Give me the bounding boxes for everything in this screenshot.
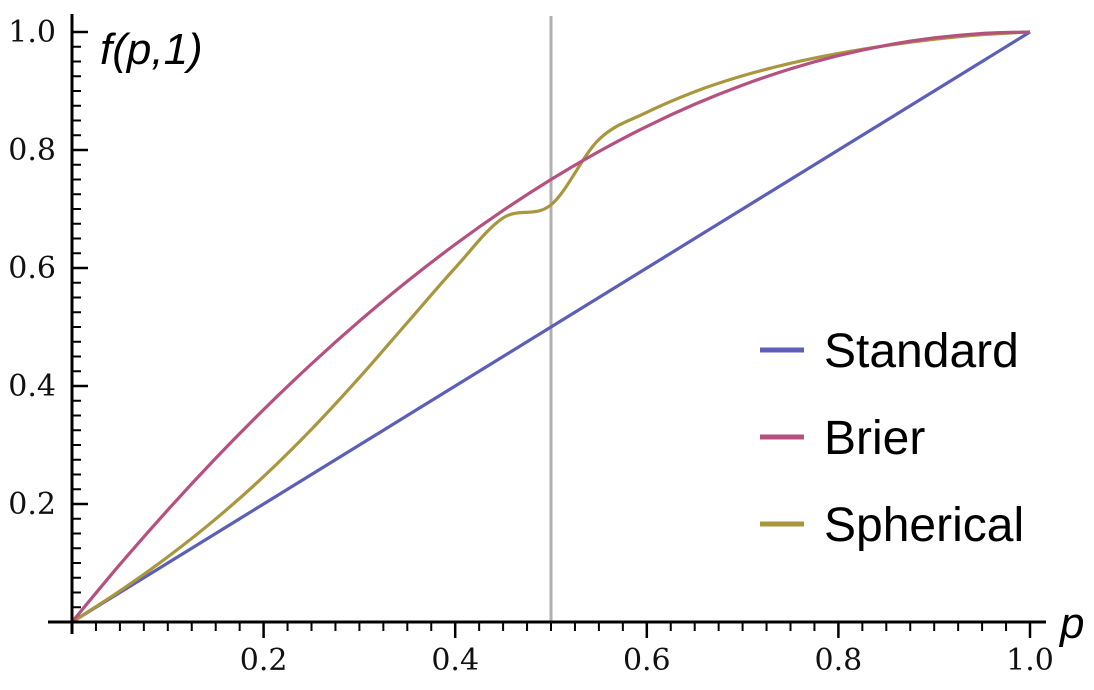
y-axis-label: f(p,1) [100, 25, 203, 74]
y-tick-label: 1.0 [8, 15, 56, 50]
legend-label-standard: Standard [824, 325, 1019, 378]
series-line-standard [71, 30, 1031, 624]
series-line-brier [70, 30, 1031, 624]
x-tick-label: 0.4 [431, 643, 479, 678]
y-tick-label: 0.2 [8, 487, 56, 522]
x-tick-label: 0.8 [815, 643, 863, 678]
legend-label-spherical: Spherical [824, 499, 1024, 552]
series-layer [70, 30, 1031, 624]
y-tick-label: 0.8 [8, 133, 56, 168]
x-axis-label: p [1058, 599, 1084, 648]
y-tick-labels: 0.2 0.4 0.6 0.8 1.0 [8, 15, 56, 522]
y-tick-label: 0.4 [8, 369, 56, 404]
y-tick-label: 0.6 [8, 251, 56, 286]
x-tick-label: 0.2 [240, 643, 288, 678]
axes [48, 14, 1046, 638]
x-tick-label: 1.0 [1006, 643, 1054, 678]
legend: Standard Brier Spherical [760, 325, 1024, 552]
x-tick-labels: 0.2 0.4 0.6 0.8 1.0 [240, 643, 1054, 678]
x-tick-label: 0.6 [623, 643, 671, 678]
legend-label-brier: Brier [824, 412, 925, 465]
